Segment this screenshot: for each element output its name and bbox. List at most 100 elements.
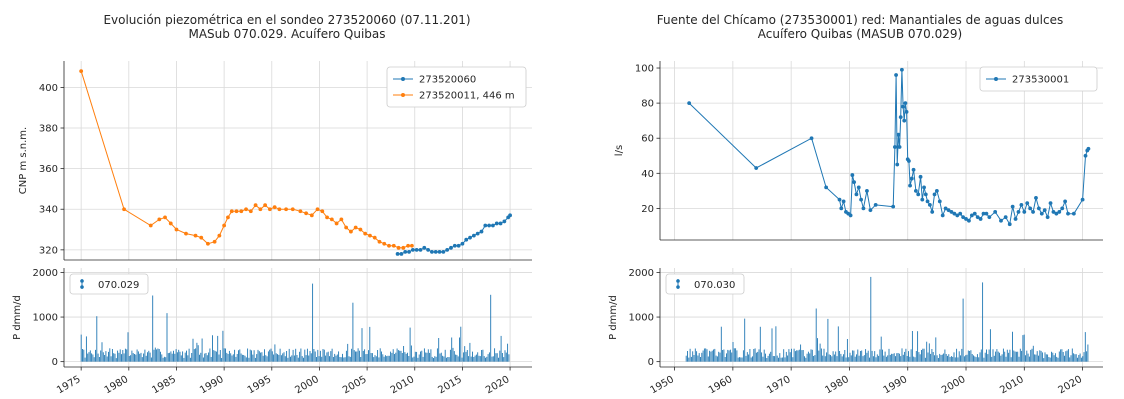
right-series-point-0 <box>1031 210 1035 214</box>
right-top-ylabel: l/s <box>614 145 625 156</box>
left-legend-marker-1 <box>401 93 405 97</box>
right-xtick-label: 1990 <box>882 374 910 396</box>
right-series-point-0 <box>1045 215 1050 220</box>
left-series-point-0 <box>449 245 453 250</box>
left-legend-label-1: 273520011, 446 m <box>419 91 515 102</box>
left-series-point-1 <box>244 207 248 212</box>
left-series-point-0 <box>445 247 450 252</box>
right-series-point-0 <box>901 104 905 109</box>
right-series-point-0 <box>940 213 945 218</box>
right-series-point-0 <box>967 218 971 223</box>
right-series-point-0 <box>904 109 909 114</box>
right-series-point-0 <box>854 192 859 197</box>
left-series-point-1 <box>358 227 363 232</box>
right-series-point-0 <box>1036 206 1041 211</box>
left-series-point-0 <box>407 249 411 254</box>
right-series-point-0 <box>993 210 998 214</box>
right-xtick-label: 1980 <box>823 374 851 396</box>
right-series-point-0 <box>902 118 907 123</box>
right-series-point-0 <box>898 115 903 120</box>
left-series-point-0 <box>483 223 488 228</box>
left-series-point-1 <box>309 213 314 218</box>
left-top-ytick-label: 320 <box>39 245 58 256</box>
left-series-point-1 <box>349 229 353 234</box>
right-series-point-0 <box>1022 210 1027 214</box>
right-top-ytick-label: 60 <box>641 134 654 145</box>
left-series-point-1 <box>334 221 339 226</box>
right-series-point-0 <box>868 208 873 213</box>
right-series-point-0 <box>1028 206 1033 211</box>
right-series-point-0 <box>949 210 954 214</box>
right-series-point-0 <box>865 188 869 193</box>
left-bottom-ytick-label: 0 <box>52 357 58 368</box>
right-title-line1: Fuente del Chícamo (273530001) red: Mana… <box>657 13 1063 27</box>
right-series-point-0 <box>937 199 942 204</box>
right-series-point-0 <box>911 167 916 172</box>
left-bottom-legend-marker <box>80 285 84 289</box>
left-series-point-0 <box>410 247 415 252</box>
right-series-point-0 <box>809 136 814 141</box>
right-series-point-0 <box>848 213 853 218</box>
left-chart: 320 340 360 380 400 0 1000 2000 1975 1980 1985 1990… <box>12 61 532 396</box>
left-series-point-1 <box>272 205 277 210</box>
right-series-point-0 <box>932 192 937 197</box>
right-series-point-0 <box>975 215 980 220</box>
right-series-point-0 <box>1013 217 1018 221</box>
left-series-point-0 <box>426 247 431 252</box>
right-bottom-legend-marker <box>676 279 680 283</box>
left-series-point-0 <box>460 241 465 246</box>
right-series-point-0 <box>981 211 986 216</box>
left-series-point-0 <box>475 231 480 236</box>
left-title-line1: Evolución piezométrica en el sondeo 2735… <box>103 13 470 27</box>
right-series-point-0 <box>1086 146 1091 151</box>
left-series-point-1 <box>229 209 234 214</box>
left-series-point-1 <box>344 225 349 230</box>
left-series-point-1 <box>298 209 303 214</box>
right-series-point-0 <box>900 67 904 72</box>
left-series-point-1 <box>363 231 368 236</box>
right-series-point-0 <box>920 197 925 202</box>
right-xtick-label: 2020 <box>1057 374 1085 396</box>
left-series-point-0 <box>430 249 434 254</box>
right-bottom-legend-marker <box>676 285 680 289</box>
right-title-line2: Acuífero Quibas (MASUB 070.029) <box>758 27 962 41</box>
right-series-point-0 <box>969 213 974 218</box>
right-series-point-0 <box>850 173 855 177</box>
left-xtick-label: 1980 <box>103 374 131 396</box>
left-xtick-label: 2005 <box>341 374 369 396</box>
right-series-point-0 <box>893 145 897 149</box>
left-series-point-1 <box>396 245 401 250</box>
right-xtick-label: 1960 <box>707 374 735 396</box>
left-series-point-1 <box>401 245 406 250</box>
right-bottom-legend-label: 070.030 <box>694 280 735 291</box>
right-top-ytick-label: 80 <box>641 99 654 110</box>
right-series-point-0 <box>961 215 966 220</box>
left-top-ytick-label: 400 <box>39 83 58 94</box>
left-xtick-label: 2020 <box>484 374 512 396</box>
right-series-point-0 <box>909 176 914 181</box>
left-series-point-1 <box>122 207 126 212</box>
left-series-point-1 <box>253 203 258 208</box>
right-series-point-0 <box>839 206 844 211</box>
right-series-point-0 <box>913 188 918 193</box>
right-series-point-0 <box>1025 201 1030 206</box>
right-series-point-0 <box>984 211 989 216</box>
right-legend-box <box>979 66 1098 92</box>
right-series-point-0 <box>897 145 902 149</box>
left-series-point-1 <box>387 243 391 248</box>
right-series-point-0 <box>999 218 1003 223</box>
left-series-point-0 <box>479 229 484 234</box>
left-top-ytick-label: 340 <box>39 205 58 216</box>
left-series-point-1 <box>391 243 396 248</box>
left-series-point-1 <box>239 209 244 214</box>
left-series-point-0 <box>502 219 507 224</box>
left-series-point-1 <box>377 239 382 244</box>
left-xtick-label: 2015 <box>436 374 464 396</box>
right-series-point-0 <box>1057 210 1062 214</box>
right-series-point-0 <box>873 203 878 207</box>
right-series-point-0 <box>972 211 977 216</box>
right-series-point-0 <box>923 192 928 197</box>
left-series-point-1 <box>339 217 344 222</box>
left-xtick-label: 2000 <box>293 374 321 396</box>
left-series-point-0 <box>491 223 495 228</box>
